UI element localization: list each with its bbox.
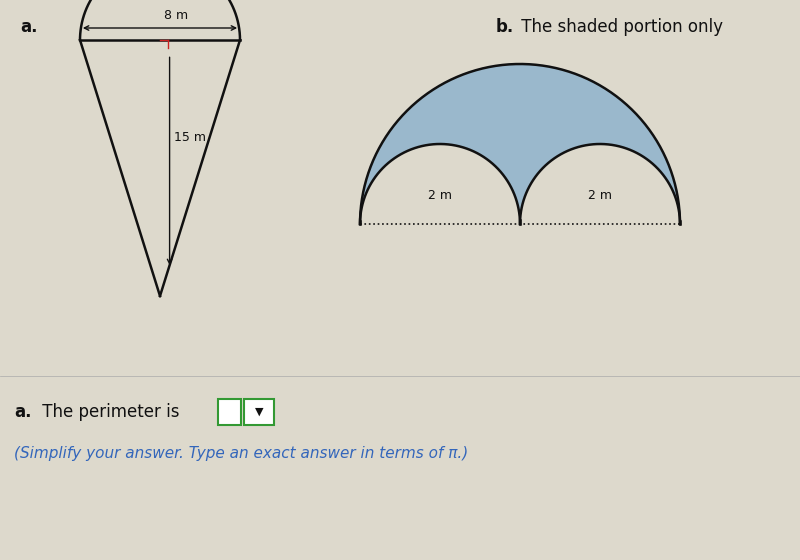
Polygon shape bbox=[360, 64, 680, 224]
FancyBboxPatch shape bbox=[244, 399, 274, 425]
Text: The shaded portion only: The shaded portion only bbox=[516, 17, 723, 36]
Text: 2 m: 2 m bbox=[428, 189, 452, 202]
Text: (Simplify your answer. Type an exact answer in terms of π.): (Simplify your answer. Type an exact ans… bbox=[14, 446, 469, 461]
Text: 15 m: 15 m bbox=[174, 131, 206, 144]
Text: a.: a. bbox=[20, 17, 38, 36]
Text: 8 m: 8 m bbox=[164, 10, 188, 22]
Polygon shape bbox=[360, 144, 520, 224]
Text: ▼: ▼ bbox=[255, 407, 263, 417]
Polygon shape bbox=[520, 144, 680, 224]
Text: a.: a. bbox=[14, 403, 32, 421]
FancyBboxPatch shape bbox=[218, 399, 241, 425]
Text: 2 m: 2 m bbox=[588, 189, 612, 202]
Text: The perimeter is: The perimeter is bbox=[37, 403, 179, 421]
Text: b.: b. bbox=[496, 17, 514, 36]
